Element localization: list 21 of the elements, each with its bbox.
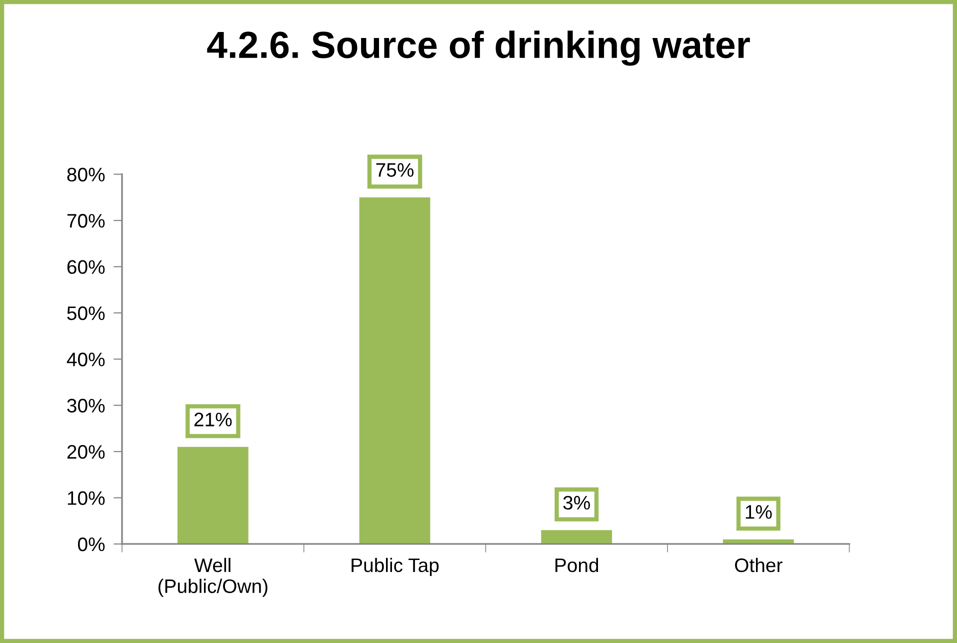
y-tick-label: 50% xyxy=(67,306,105,320)
data-label: 1% xyxy=(746,505,772,519)
y-tick-label: 80% xyxy=(67,168,105,182)
y-tick-label: 40% xyxy=(66,352,105,366)
data-label: 21% xyxy=(194,412,232,426)
bar xyxy=(177,446,248,544)
x-tick-label: Other xyxy=(735,558,782,572)
data-label: 3% xyxy=(563,496,590,510)
y-tick-label: 70% xyxy=(67,214,105,228)
bar xyxy=(359,197,430,544)
data-label: 75% xyxy=(376,163,414,177)
x-tick-label: Well (Public/Own) xyxy=(158,558,268,597)
y-tick-label: 0% xyxy=(78,537,105,552)
bar xyxy=(541,530,612,544)
y-tick-label: 10% xyxy=(68,491,105,505)
x-tick-label: Public Tap xyxy=(352,558,439,576)
y-tick-label: 20% xyxy=(67,445,105,459)
y-tick-label: 30% xyxy=(67,398,105,413)
x-tick-label: Pond xyxy=(555,558,598,572)
y-tick-label: 60% xyxy=(67,260,105,274)
chart-title: 4.2.6. Source of drinking water xyxy=(207,30,750,66)
